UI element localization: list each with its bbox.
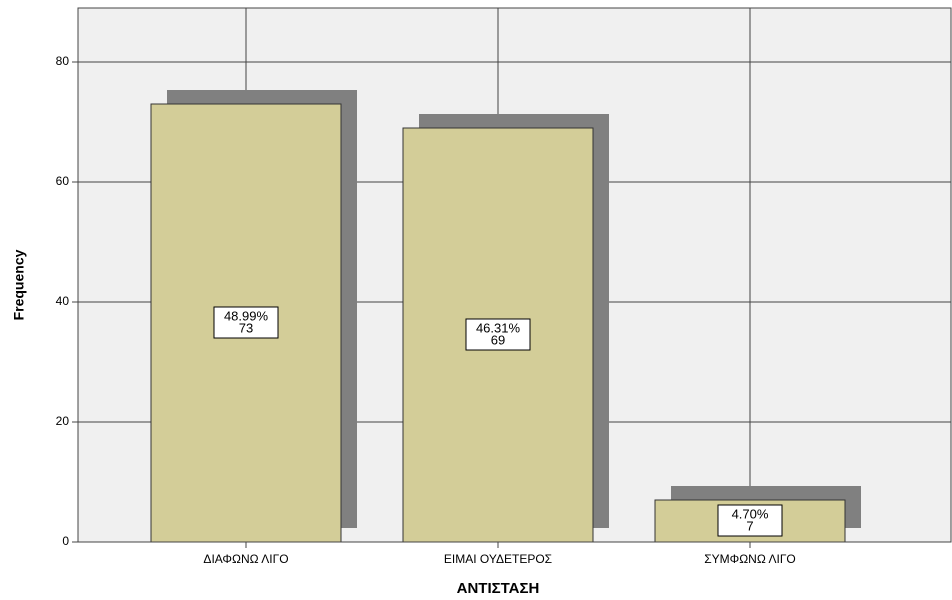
y-tick-label: 20 (56, 414, 70, 428)
data-label-percent: 4.70% (732, 506, 769, 521)
data-label-percent: 46.31% (476, 320, 521, 335)
data-label-box (465, 318, 531, 351)
y-tick-label: 0 (62, 534, 69, 548)
data-label-count: 7 (746, 518, 753, 533)
data-label-count: 73 (239, 320, 253, 335)
x-tick-label: ΣΥΜΦΩΝΩ ΛΙΓΟ (704, 552, 796, 566)
y-tick-label: 40 (56, 294, 70, 308)
x-axis-label: ΑΝΤΙΣΤΑΣΗ (457, 580, 540, 597)
y-tick-label: 60 (56, 174, 70, 188)
data-label-box (717, 504, 783, 537)
x-tick-label: ΔΙΑΦΩΝΩ ΛΙΓΟ (203, 552, 288, 566)
x-tick-label: ΕΙΜΑΙ ΟΥΔΕΤΕΡΟΣ (444, 552, 552, 566)
data-label-count: 69 (491, 332, 505, 347)
y-tick-label: 80 (56, 54, 70, 68)
y-axis-label: Frequency (11, 249, 27, 320)
data-label-percent: 48.99% (224, 308, 269, 323)
data-label-box (213, 306, 279, 339)
